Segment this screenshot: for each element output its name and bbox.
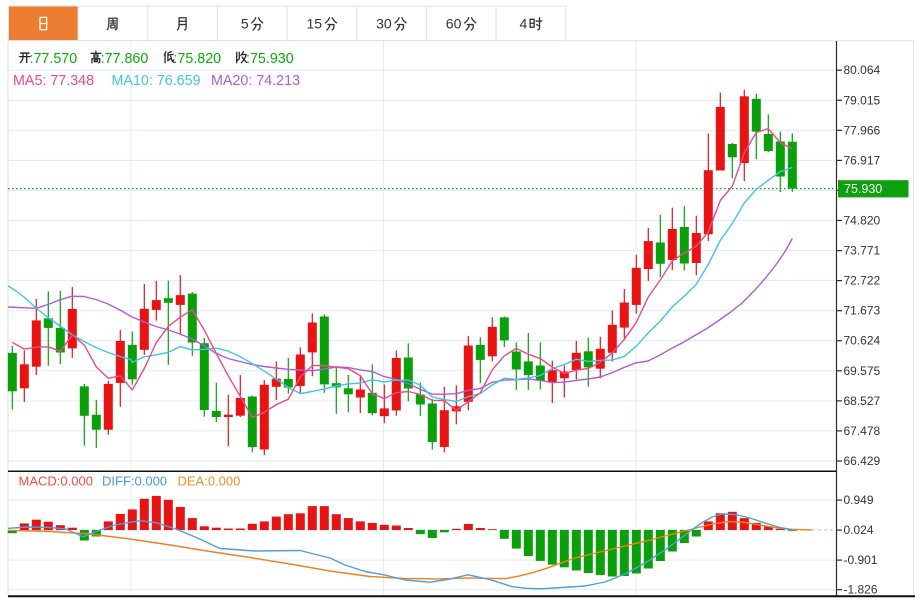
svg-text:15: 15: [307, 16, 323, 32]
svg-text:0.949: 0.949: [844, 493, 874, 507]
svg-text::75.930: :75.930: [246, 51, 294, 67]
svg-text:74.820: 74.820: [844, 214, 881, 228]
svg-text:MA5: 77.348: MA5: 77.348: [13, 73, 94, 89]
svg-text:DIFF:0.000: DIFF:0.000: [102, 474, 167, 489]
svg-text:70.624: 70.624: [844, 334, 881, 348]
svg-text:0.024: 0.024: [844, 523, 874, 537]
svg-text:73.771: 73.771: [844, 244, 881, 258]
svg-text::75.820: :75.820: [173, 51, 221, 67]
svg-text:76.917: 76.917: [844, 153, 881, 167]
svg-text:66.429: 66.429: [844, 454, 881, 468]
svg-text:80.064: 80.064: [844, 63, 881, 77]
svg-text:5: 5: [241, 16, 249, 32]
svg-text:71.673: 71.673: [844, 304, 881, 318]
svg-text:MA10: 76.659: MA10: 76.659: [112, 73, 201, 89]
svg-text:77.966: 77.966: [844, 123, 881, 137]
svg-text:68.527: 68.527: [844, 394, 881, 408]
svg-text:MA20: 74.213: MA20: 74.213: [211, 73, 300, 89]
svg-text:-0.901: -0.901: [844, 553, 878, 567]
svg-text:69.575: 69.575: [844, 364, 881, 378]
svg-text:MACD:0.000: MACD:0.000: [19, 474, 93, 489]
svg-text:-1.826: -1.826: [844, 583, 878, 597]
svg-text:30: 30: [376, 16, 392, 32]
svg-text::77.860: :77.860: [101, 51, 149, 67]
svg-text:72.722: 72.722: [844, 274, 881, 288]
svg-text::77.570: :77.570: [30, 51, 78, 67]
svg-text:67.478: 67.478: [844, 424, 881, 438]
svg-text:4: 4: [520, 16, 528, 32]
svg-text:60: 60: [446, 16, 462, 32]
svg-text:DEA:0.000: DEA:0.000: [178, 474, 241, 489]
svg-text:75.930: 75.930: [844, 182, 882, 196]
svg-text:79.015: 79.015: [844, 93, 881, 107]
